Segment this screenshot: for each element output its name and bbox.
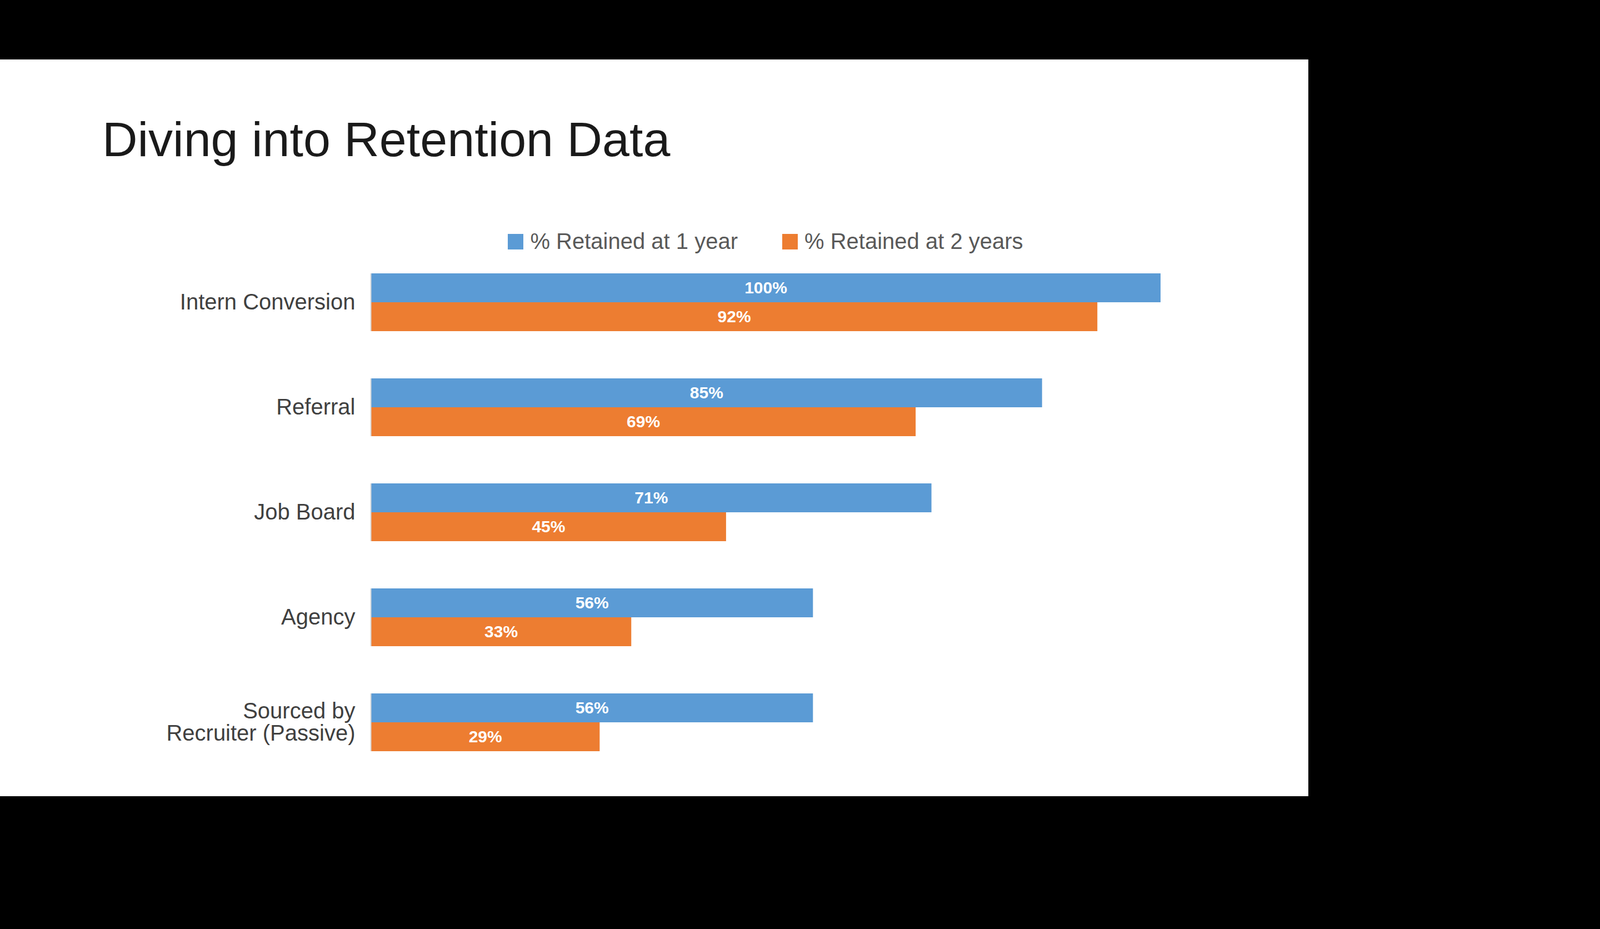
svg-text:Agency: Agency [281, 604, 355, 629]
svg-text:56%: 56% [575, 593, 609, 612]
svg-text:Referral: Referral [276, 394, 355, 419]
svg-text:85%: 85% [690, 383, 724, 402]
svg-text:45%: 45% [531, 517, 565, 536]
svg-text:Sourced byRecruiter (Passive): Sourced byRecruiter (Passive) [166, 698, 355, 745]
html-text:% Retained at 2 years: % Retained at 2 years [804, 228, 1024, 254]
svg-text:100%: 100% [744, 278, 788, 297]
svg-text:29%: 29% [468, 727, 503, 746]
svg-text:Job Board: Job Board [253, 499, 355, 524]
svg-text:71%: 71% [634, 488, 668, 507]
svg-text:69%: 69% [626, 412, 660, 431]
html-text:% Retained at 1 year: % Retained at 1 year [530, 228, 738, 254]
html-text:Diving into Retention Data: Diving into Retention Data [102, 111, 671, 167]
svg-text:33%: 33% [484, 622, 518, 641]
svg-text:Intern Conversion: Intern Conversion [180, 289, 356, 314]
svg-text:92%: 92% [717, 307, 752, 326]
svg-text:56%: 56% [575, 698, 609, 717]
